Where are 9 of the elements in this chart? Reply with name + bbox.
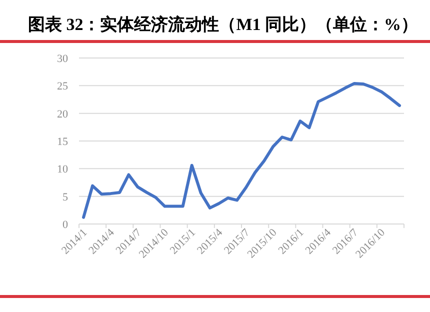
line-series [82,82,401,219]
y-tick-label: 30 [57,53,68,65]
chart-title: 图表 32：实体经济流动性（M1 同比）（单位：%） [28,15,418,34]
y-tick-label: 0 [62,219,68,231]
y-tick-label: 5 [62,191,68,204]
y-tick-label: 10 [57,164,68,176]
y-tick-label: 25 [57,80,68,93]
y-tick-label: 20 [57,108,68,120]
y-tick-label: 15 [57,136,68,148]
